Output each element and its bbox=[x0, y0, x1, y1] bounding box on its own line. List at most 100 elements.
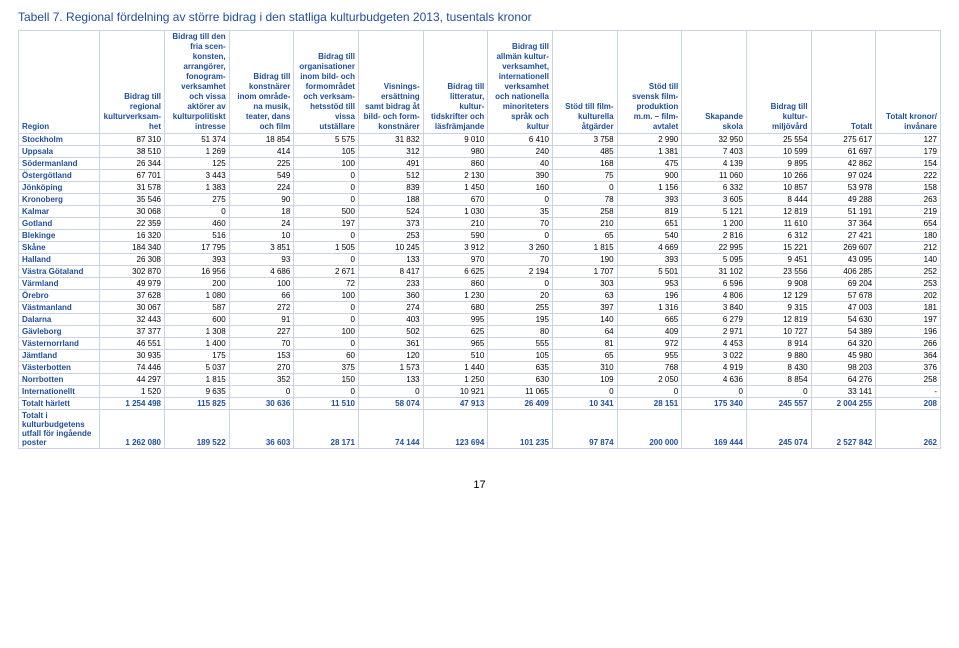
cell: 600 bbox=[165, 314, 230, 326]
col-region: Region bbox=[19, 31, 100, 134]
cell: 65 bbox=[552, 230, 617, 242]
cell: 51 191 bbox=[811, 206, 876, 218]
cell: 4 453 bbox=[682, 338, 747, 350]
cell: 1 381 bbox=[617, 146, 682, 158]
cell: 0 bbox=[358, 386, 423, 398]
cell: 1 269 bbox=[165, 146, 230, 158]
cell: 125 bbox=[165, 158, 230, 170]
cell: 20 bbox=[488, 290, 553, 302]
cell: 549 bbox=[229, 170, 294, 182]
cell: 184 340 bbox=[100, 242, 165, 254]
cell: 860 bbox=[423, 278, 488, 290]
total-cell: 200 000 bbox=[617, 410, 682, 449]
cell: 60 bbox=[294, 350, 359, 362]
cell: 665 bbox=[617, 314, 682, 326]
table-row: Västerbotten74 4465 0372703751 5731 4406… bbox=[19, 362, 941, 374]
total-cell: 2 004 255 bbox=[811, 398, 876, 410]
cell: 255 bbox=[488, 302, 553, 314]
cell: 5 501 bbox=[617, 266, 682, 278]
cell: 980 bbox=[423, 146, 488, 158]
cell: 63 bbox=[552, 290, 617, 302]
cell: 140 bbox=[876, 254, 941, 266]
region-name: Östergötland bbox=[19, 170, 100, 182]
cell: 97 024 bbox=[811, 170, 876, 182]
cell: 1 316 bbox=[617, 302, 682, 314]
cell: 10 599 bbox=[746, 146, 811, 158]
cell: 274 bbox=[358, 302, 423, 314]
cell: 31 832 bbox=[358, 134, 423, 146]
cell: 409 bbox=[617, 326, 682, 338]
cell: 109 bbox=[552, 374, 617, 386]
table-row: Örebro37 6281 080661003601 23020631964 8… bbox=[19, 290, 941, 302]
table-row: Östergötland67 7013 44354905122 13039075… bbox=[19, 170, 941, 182]
cell: 25 554 bbox=[746, 134, 811, 146]
cell: 587 bbox=[165, 302, 230, 314]
cell: 0 bbox=[552, 386, 617, 398]
cell: 4 669 bbox=[617, 242, 682, 254]
cell: 0 bbox=[294, 230, 359, 242]
cell: 540 bbox=[617, 230, 682, 242]
cell: 153 bbox=[229, 350, 294, 362]
cell: 970 bbox=[423, 254, 488, 266]
cell: 22 359 bbox=[100, 218, 165, 230]
cell: 11 610 bbox=[746, 218, 811, 230]
cell: 1 520 bbox=[100, 386, 165, 398]
cell: 0 bbox=[294, 314, 359, 326]
total-cell: 169 444 bbox=[682, 410, 747, 449]
cell: 233 bbox=[358, 278, 423, 290]
cell: 98 203 bbox=[811, 362, 876, 374]
cell: 105 bbox=[294, 146, 359, 158]
cell: 23 556 bbox=[746, 266, 811, 278]
cell: 87 310 bbox=[100, 134, 165, 146]
cell: 219 bbox=[876, 206, 941, 218]
total-cell: 28 171 bbox=[294, 410, 359, 449]
total-cell: 58 074 bbox=[358, 398, 423, 410]
cell: 1 080 bbox=[165, 290, 230, 302]
cell: 100 bbox=[229, 278, 294, 290]
cell: 133 bbox=[358, 254, 423, 266]
cell: 512 bbox=[358, 170, 423, 182]
cell: 266 bbox=[876, 338, 941, 350]
total-cell: 10 341 bbox=[552, 398, 617, 410]
cell: 105 bbox=[488, 350, 553, 362]
cell: 10 bbox=[229, 230, 294, 242]
cell: 403 bbox=[358, 314, 423, 326]
region-name: Gävleborg bbox=[19, 326, 100, 338]
table-row: Västra Götaland302 87016 9564 6862 6718 … bbox=[19, 266, 941, 278]
cell: 210 bbox=[423, 218, 488, 230]
cell: 190 bbox=[552, 254, 617, 266]
cell: 0 bbox=[682, 386, 747, 398]
cell: 995 bbox=[423, 314, 488, 326]
cell: 0 bbox=[746, 386, 811, 398]
cell: 8 430 bbox=[746, 362, 811, 374]
cell: 8 444 bbox=[746, 194, 811, 206]
cell: 1 383 bbox=[165, 182, 230, 194]
cell: 72 bbox=[294, 278, 359, 290]
cell: 38 510 bbox=[100, 146, 165, 158]
region-name: Västerbotten bbox=[19, 362, 100, 374]
total-cell: 74 144 bbox=[358, 410, 423, 449]
cell: 397 bbox=[552, 302, 617, 314]
cell: 1 030 bbox=[423, 206, 488, 218]
cell: 33 141 bbox=[811, 386, 876, 398]
cell: 953 bbox=[617, 278, 682, 290]
region-name: Örebro bbox=[19, 290, 100, 302]
region-name: Södermanland bbox=[19, 158, 100, 170]
cell: 1 440 bbox=[423, 362, 488, 374]
cell: 414 bbox=[229, 146, 294, 158]
region-name: Kronoberg bbox=[19, 194, 100, 206]
cell: 670 bbox=[423, 194, 488, 206]
cell: 10 857 bbox=[746, 182, 811, 194]
cell: 10 245 bbox=[358, 242, 423, 254]
cell: 32 950 bbox=[682, 134, 747, 146]
cell: 4 139 bbox=[682, 158, 747, 170]
cell: 485 bbox=[552, 146, 617, 158]
total-cell: 189 522 bbox=[165, 410, 230, 449]
cell: 18 854 bbox=[229, 134, 294, 146]
cell: 225 bbox=[229, 158, 294, 170]
cell: 5 121 bbox=[682, 206, 747, 218]
table-title: Tabell 7. Regional fördelning av större … bbox=[18, 10, 941, 24]
cell: 179 bbox=[876, 146, 941, 158]
cell: 263 bbox=[876, 194, 941, 206]
total-cell: 47 913 bbox=[423, 398, 488, 410]
